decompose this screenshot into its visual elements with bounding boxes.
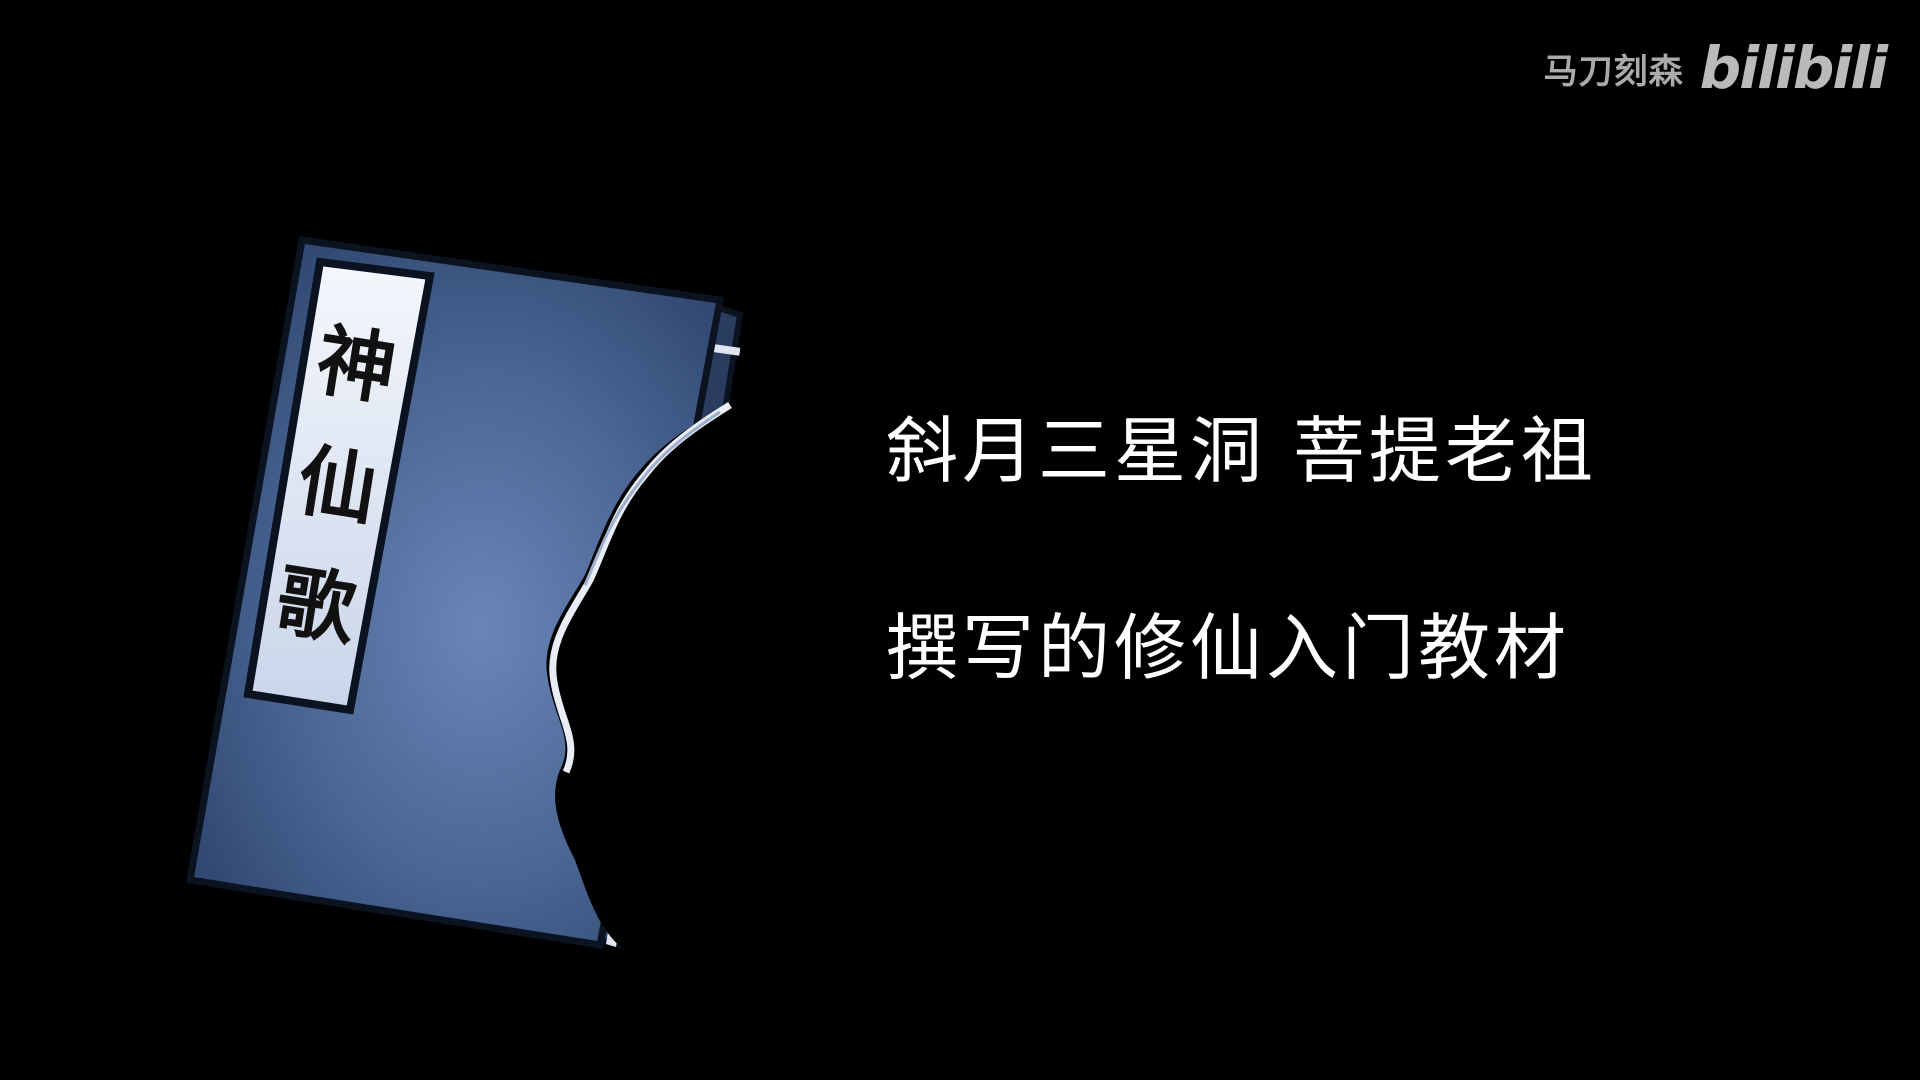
caption-line-1: 斜月三星洞 菩提老祖 [886, 409, 1597, 493]
caption-line-2: 撰写的修仙入门教材 [886, 606, 1571, 690]
book-title-char-1: 神 [311, 315, 402, 417]
bilibili-logo: bilibili [1699, 34, 1888, 102]
torn-edge [546, 400, 760, 960]
title-label [243, 257, 435, 715]
book-title-char-3: 歌 [271, 555, 363, 657]
book-title-char-2: 仙 [292, 435, 383, 537]
watermark-author: 马刀刻森 [1543, 51, 1684, 92]
watermark: 马刀刻森 bilibili [1543, 28, 1888, 108]
